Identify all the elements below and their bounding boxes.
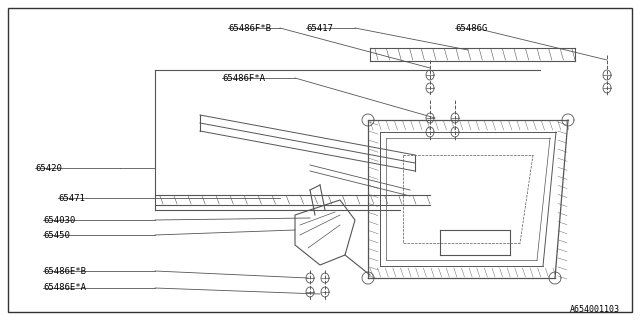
Text: 65420: 65420 [35,164,62,172]
Text: 65417: 65417 [306,23,333,33]
Text: 65486E*A: 65486E*A [43,284,86,292]
Text: 65450: 65450 [43,230,70,239]
Text: 65471: 65471 [58,194,85,203]
Text: 65486F*B: 65486F*B [228,23,271,33]
Text: A654001103: A654001103 [570,306,620,315]
Text: 65486F*A: 65486F*A [222,74,265,83]
Text: 654030: 654030 [43,215,76,225]
Text: 65486G: 65486G [455,23,487,33]
Text: 65486E*B: 65486E*B [43,267,86,276]
